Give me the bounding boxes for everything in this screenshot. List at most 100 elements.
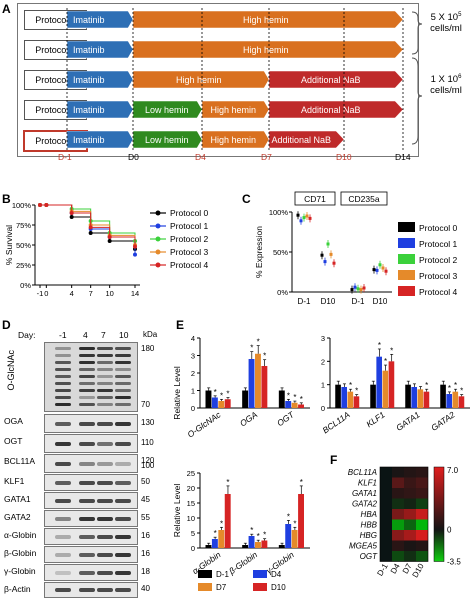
- bar: [459, 396, 465, 408]
- legend-label: Protocol 2: [170, 234, 209, 244]
- x-tick-label: OGT: [275, 409, 296, 428]
- heatmap-row-label: OGT: [360, 552, 378, 561]
- bar: [206, 545, 212, 548]
- band: [79, 368, 95, 371]
- survival-point: [133, 245, 137, 249]
- significance-star: *: [293, 393, 296, 402]
- expression-point: [297, 214, 300, 217]
- heatmap-cell: [380, 488, 392, 499]
- heatmap-row-label: HBG: [360, 531, 377, 540]
- band: [79, 462, 95, 466]
- heatmap-row-label: HBB: [361, 520, 378, 529]
- legend-swatch: [398, 238, 415, 248]
- legend-marker: [156, 263, 161, 268]
- survival-point: [89, 231, 93, 235]
- significance-star: *: [425, 381, 428, 390]
- band: [115, 354, 131, 357]
- wb-row-label-7: α-Globin: [4, 530, 36, 540]
- bar: [285, 401, 291, 408]
- blot-3: [44, 454, 138, 473]
- x-tick-label: D-1: [298, 297, 311, 306]
- heatmap-cell: [404, 467, 416, 478]
- y-tick-label: 3: [321, 334, 325, 343]
- band: [79, 517, 95, 521]
- expression-point: [385, 270, 388, 273]
- expression-point: [330, 253, 333, 256]
- y-tick-label: 15: [187, 499, 195, 508]
- significance-star: *: [448, 384, 451, 393]
- heatmap-cell: [404, 488, 416, 499]
- heatmap-cell: [404, 499, 416, 510]
- survival-point: [89, 225, 93, 229]
- survival-chart: 0%25%50%75%100%-1 0 4 7 10 14% SurvivalProtoc…: [0, 195, 240, 305]
- x-tick-label: 4: [70, 289, 74, 298]
- y-tick-label: 0%: [277, 288, 288, 297]
- day-label-d14: D14: [395, 152, 411, 162]
- legend-swatch: [398, 254, 415, 264]
- bar: [225, 494, 231, 548]
- legend-label: Protocol 1: [170, 221, 209, 231]
- wb-kda-0-0: 180: [141, 344, 154, 353]
- y-tick-label: 25%: [16, 261, 31, 270]
- heatmap-cell: [404, 520, 416, 531]
- band: [79, 382, 95, 385]
- bar: [376, 357, 382, 408]
- legend-marker: [156, 224, 161, 229]
- y-tick-label: 1: [321, 381, 325, 390]
- band: [97, 361, 113, 364]
- bar: [446, 394, 452, 408]
- expression-point: [357, 287, 360, 290]
- x-tick-label: O-GlcNAc: [185, 409, 223, 440]
- band: [115, 347, 131, 350]
- band: [115, 517, 131, 521]
- heatmap-cell: [380, 520, 392, 531]
- legend-marker: [156, 237, 161, 242]
- expression-point: [360, 288, 363, 291]
- kda-header: kDa: [143, 330, 157, 339]
- band: [97, 535, 113, 539]
- heatmap-row-label: BCL11A: [348, 468, 377, 477]
- day-label-d10: D10: [336, 152, 352, 162]
- significance-star: *: [214, 529, 217, 538]
- band: [55, 571, 71, 575]
- y-tick-label: 0: [321, 404, 325, 413]
- heatmap-cell: [380, 541, 392, 552]
- day-header: Day:: [18, 330, 35, 340]
- expression-point: [351, 288, 354, 291]
- bar: [383, 371, 389, 408]
- band: [55, 535, 71, 539]
- band: [97, 571, 113, 575]
- significance-star: *: [263, 531, 266, 540]
- heatmap-cell: [404, 530, 416, 541]
- band: [79, 403, 95, 406]
- bar: [242, 545, 248, 548]
- heatmap-row-label: KLF1: [358, 478, 377, 487]
- blot-0: [44, 342, 138, 412]
- expression-point: [321, 254, 324, 257]
- significance-star: *: [257, 532, 260, 541]
- scale-mid-label: 0: [447, 525, 452, 534]
- bar: [218, 401, 224, 408]
- bar: [354, 396, 360, 408]
- legend-label: Protocol 3: [170, 247, 209, 257]
- y-tick-label: 3: [191, 352, 195, 361]
- wb-day-3: 10: [119, 330, 128, 340]
- expression-point: [373, 268, 376, 271]
- band: [55, 553, 71, 557]
- x-tick-label: KLF1: [364, 409, 387, 429]
- density-bottom-unit: cells/ml: [430, 85, 462, 96]
- band: [115, 588, 131, 592]
- heatmap-cell: [404, 478, 416, 489]
- band: [115, 382, 131, 385]
- significance-star: *: [220, 391, 223, 400]
- heatmap-cell: [416, 520, 428, 531]
- band: [97, 354, 113, 357]
- wb-kda-7-0: 16: [141, 531, 150, 540]
- segment-label: Additional NaB: [301, 75, 361, 85]
- significance-star: *: [460, 387, 463, 396]
- density-bottom: 1 X 106 cells/ml: [420, 72, 472, 96]
- segment-label: High hemin: [211, 105, 257, 115]
- protocol-timeline-3: Imatinib Low hemin High hemin Additional Na…: [0, 101, 474, 121]
- legend-swatch: [198, 583, 212, 591]
- band: [79, 347, 95, 350]
